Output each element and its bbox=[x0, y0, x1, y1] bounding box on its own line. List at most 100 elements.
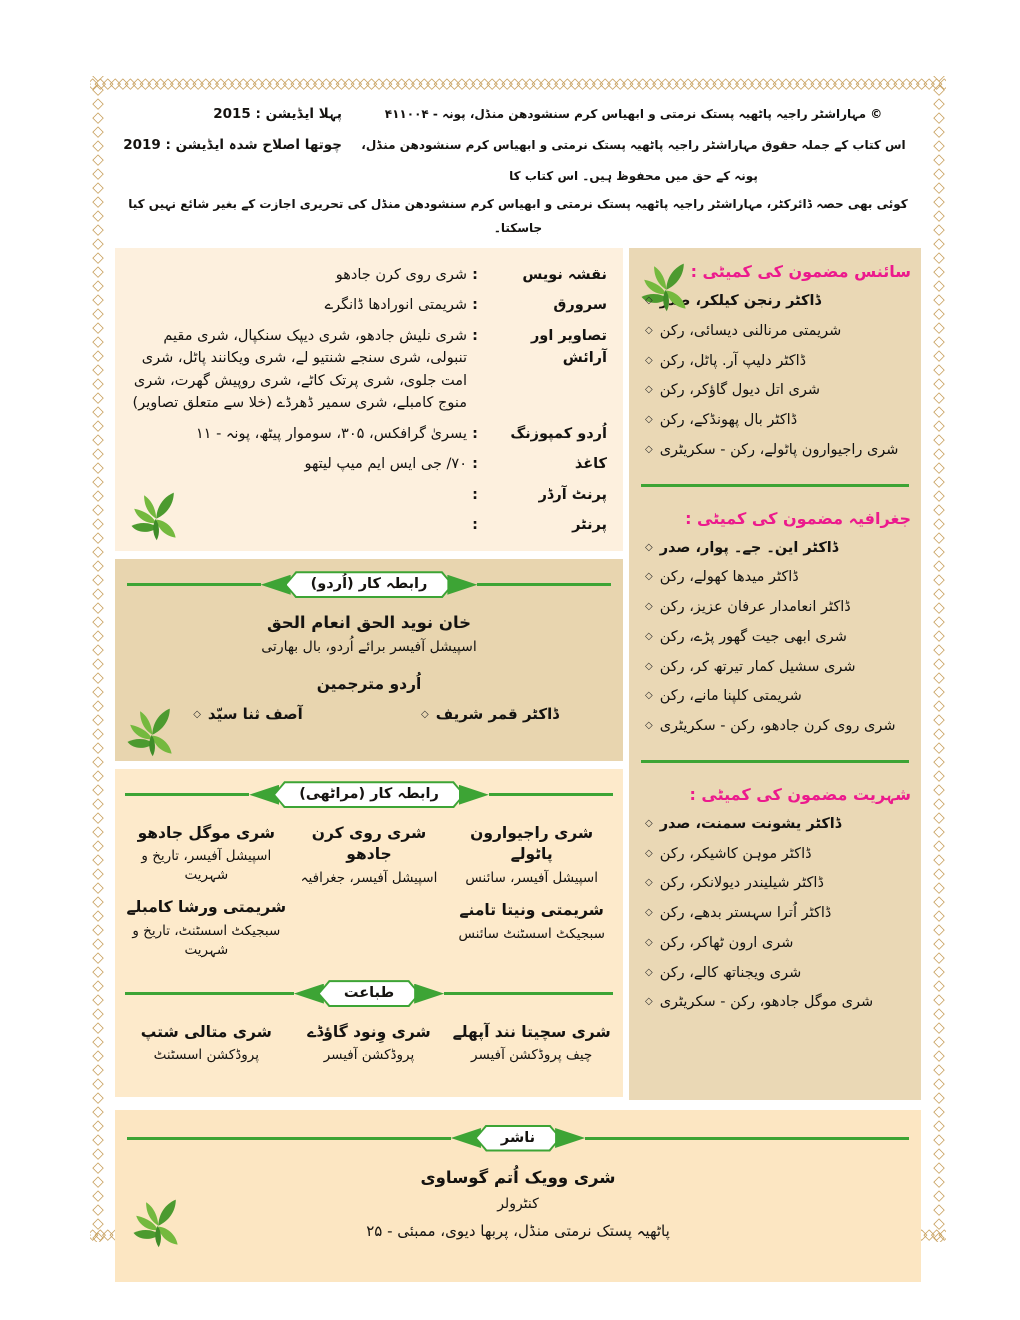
edition-info: پہلا ایڈیشن : 2015 چوتھا اصلاح شدہ ایڈیش… bbox=[117, 99, 342, 192]
diamond-bullet-icon: ◇ bbox=[645, 690, 653, 702]
diamond-border-top bbox=[90, 76, 946, 91]
urdu-coordinator-panel: رابطہ کار (اُردو) خان نوید الحق انعام ال… bbox=[115, 558, 623, 761]
committee-member: ◇ شری ارون ٹھاکر، رکن bbox=[645, 934, 794, 951]
science-committee-list: ◇ ڈاکٹر رنجن کیلکر، صدر ◇ شریمتی مرنالنی د… bbox=[629, 285, 921, 472]
diamond-bullet-icon: ◇ bbox=[645, 324, 653, 336]
colon: : bbox=[472, 486, 478, 503]
printing-columns: شری سچیتا نند آپھلے چیف پروڈکشن آفیسر شر… bbox=[125, 1010, 613, 1066]
marathi-col-history: شری موگل جادھو اسپیشل آفیسر، تاریخ و شہر… bbox=[125, 811, 288, 960]
green-divider bbox=[641, 483, 909, 487]
publisher-panel: ناشر شری وویک اُتم گوساوی کنٹرولر پاٹھیہ… bbox=[115, 1110, 921, 1282]
committee-member: ◇ شری روی کرن جادھو، رکن - سکریٹری bbox=[645, 718, 896, 734]
diamond-bullet-icon: ◇ bbox=[645, 571, 653, 583]
committee-member: ◇ ڈاکٹر موہن کاشیکر، رکن bbox=[645, 845, 812, 862]
science-committee-title: سائنس مضمون کی کمیٹی : bbox=[690, 262, 911, 281]
revised-edition-line: چوتھا اصلاح شدہ ایڈیشن : 2019 bbox=[123, 137, 342, 153]
urdu-translators-row: ◇ ڈاکٹر قمر شریف ◇ آصف ثنا سیّد bbox=[127, 705, 611, 723]
committee-member: ◇ ڈاکٹر این۔ جے۔ پوار، صدر bbox=[645, 539, 839, 556]
production-value: یسریٰ گرافکس، ۳۰۵، سوموار پیٹھ، پونہ - ۱… bbox=[195, 425, 467, 442]
committee-member: ◇ ڈاکٹر انعامدار عرفان عزیز، رکن bbox=[645, 599, 851, 615]
committee-member: ◇ ڈاکٹر بال پھونڈکے، رکن bbox=[645, 412, 798, 428]
first-edition-line: پہلا ایڈیشن : 2015 bbox=[213, 106, 342, 122]
diamond-bullet-icon: ◇ bbox=[645, 996, 653, 1008]
diamond-bullet-icon: ◇ bbox=[645, 630, 653, 642]
diamond-bullet-icon: ◇ bbox=[645, 384, 653, 396]
copyright-header: پہلا ایڈیشن : 2015 چوتھا اصلاح شدہ ایڈیش… bbox=[113, 95, 923, 246]
production-label: تصاویر اور آرائش bbox=[530, 327, 607, 367]
production-row: نقشہ نویس : شری روی کرن جادھو bbox=[131, 260, 607, 290]
person: شری موگل جادھو اسپیشل آفیسر، تاریخ و شہر… bbox=[137, 823, 276, 884]
production-label: نقشہ نویس bbox=[522, 267, 607, 283]
committees-panel: سائنس مضمون کی کمیٹی : ◇ ڈاکٹر رنجن کیلکر… bbox=[629, 248, 921, 1100]
marathi-col-science: شری راجیوارون پاٹولے اسپیشل آفیسر، سائنس… bbox=[450, 811, 613, 960]
committee-member: ◇ ڈاکٹر شیلیندر دیولانکر، رکن bbox=[645, 875, 824, 892]
committee-member: ◇ شری اتل دیول گاؤکر، رکن bbox=[645, 382, 821, 399]
production-label: سرورق bbox=[553, 297, 607, 314]
printing-banner: طباعت bbox=[125, 978, 613, 1010]
ribbon-right-point bbox=[414, 983, 445, 1004]
diamond-bullet-icon: ◇ bbox=[421, 708, 429, 720]
civics-committee: شہریت مضمون کی کمیٹی : ◇ ڈاکٹر یشونت سمنت… bbox=[629, 775, 921, 1024]
colon: : bbox=[472, 425, 478, 442]
geography-committee-title: جغرافیہ مضمون کی کمیٹی : bbox=[685, 508, 911, 528]
green-divider bbox=[641, 759, 909, 763]
diamond-bullet-icon: ◇ bbox=[645, 443, 653, 455]
civics-committee-list: ◇ ڈاکٹر یشونت سمنت، صدر ◇ ڈاکٹر موہن کاشیک… bbox=[629, 808, 921, 1024]
colon: : bbox=[472, 517, 478, 534]
ribbon-right-point bbox=[447, 574, 478, 595]
ribbon-right-point bbox=[555, 1128, 586, 1148]
diamond-bullet-icon: ◇ bbox=[645, 907, 653, 918]
production-value: ۷۰/ جی ایس ایم میپ لیتھو bbox=[304, 456, 467, 473]
person: شریمتی ورشا کامبلے سبجیکٹ اسسٹنٹ، تاریخ … bbox=[126, 898, 287, 958]
flower-icon bbox=[133, 1199, 178, 1248]
urdu-officer-role: اسپیشل آفیسر برائے اُردو، بال بھارتی bbox=[261, 638, 477, 655]
publisher-address: پاٹھیہ پستک نرمتی منڈل، پربھا دیوی، ممبئ… bbox=[366, 1222, 670, 1240]
flower-icon bbox=[131, 492, 176, 540]
person: شریمتی ونیتا تامنے سبجیکٹ اسسٹنٹ سائنس bbox=[458, 900, 605, 942]
production-row: سرورق : شریمتی انورادھا ڈانگرے bbox=[131, 290, 607, 320]
production-panel: نقشہ نویس : شری روی کرن جادھو سرورق : شر… bbox=[115, 248, 623, 551]
committee-member: ◇ شری موگل جادھو، رکن - سکریٹری bbox=[645, 994, 874, 1011]
main-columns: سائنس مضمون کی کمیٹی : ◇ ڈاکٹر رنجن کیلکر… bbox=[115, 248, 921, 1100]
committee-member: ◇ شری ویجناتھ کالے، رکن bbox=[645, 964, 802, 981]
copyright-line: © مہاراشٹر راجیہ پاٹھیہ پستک نرمتی و ابھ… bbox=[384, 107, 883, 121]
colon: : bbox=[472, 297, 478, 314]
diamond-bullet-icon: ◇ bbox=[645, 877, 653, 889]
production-column: نقشہ نویس : شری روی کرن جادھو سرورق : شر… bbox=[115, 248, 623, 1100]
production-value: شری نلیش جادھو، شری دیپک سنکپال، شری مقی… bbox=[132, 327, 467, 412]
diamond-bullet-icon: ◇ bbox=[645, 720, 653, 731]
colon: : bbox=[472, 456, 478, 473]
marathi-banner: رابطہ کار (مراٹھی) bbox=[125, 779, 613, 811]
diamond-border-left bbox=[90, 76, 105, 1242]
marathi-columns: شری راجیوارون پاٹولے اسپیشل آفیسر، سائنس… bbox=[125, 811, 613, 960]
publisher-role: کنٹرولر bbox=[497, 1196, 539, 1212]
rights-line-1: اس کتاب کے جملہ حقوق مہاراشٹر راجیہ پاٹھ… bbox=[361, 138, 906, 183]
copyright-lines: © مہاراشٹر راجیہ پاٹھیہ پستک نرمتی و ابھ… bbox=[348, 99, 919, 192]
production-row: اُردو کمپوزنگ : یسریٰ گرافکس، ۳۰۵، سوموا… bbox=[131, 419, 607, 449]
committee-member: ◇ ڈاکٹر رنجن کیلکر، صدر bbox=[645, 293, 821, 309]
committee-member: ◇ شریمتی مرنالنی دیسائی، رکن bbox=[645, 322, 842, 339]
committee-member: ◇ ڈاکٹر میدھا کھولے، رکن bbox=[645, 569, 799, 586]
person: شری راجیوارون پاٹولے اسپیشل آفیسر، سائنس bbox=[465, 823, 598, 887]
publisher-banner: ناشر bbox=[127, 1122, 910, 1154]
ribbon-right-point bbox=[458, 784, 489, 805]
diamond-bullet-icon: ◇ bbox=[645, 601, 653, 612]
diamond-bullet-icon: ◇ bbox=[645, 354, 653, 366]
page-content: پہلا ایڈیشن : 2015 چوتھا اصلاح شدہ ایڈیش… bbox=[105, 91, 931, 1282]
ribbon-label: ناشر bbox=[475, 1125, 561, 1152]
translator: ◇ آصف ثنا سیّد bbox=[193, 704, 303, 723]
marathi-coordinator-panel: رابطہ کار (مراٹھی) شری راجیوارون پاٹولے … bbox=[115, 768, 623, 1097]
colon: : bbox=[472, 267, 478, 283]
diamond-bullet-icon: ◇ bbox=[645, 966, 653, 978]
person: شری روی کرن جادھو اسپیشل آفیسر، جغرافیہ bbox=[300, 823, 438, 887]
printing-person: شری وِنود گاؤڈے پروڈکشن آفیسر bbox=[307, 1022, 431, 1064]
ribbon-label: رابطہ کار (مراٹھی) bbox=[273, 781, 465, 808]
urdu-translators-title: اُردو مترجمین bbox=[316, 674, 422, 693]
production-label: پرنٹ آرڈر bbox=[538, 486, 607, 503]
diamond-bullet-icon: ◇ bbox=[645, 541, 653, 553]
flower-icon bbox=[127, 708, 172, 756]
civics-committee-title: شہریت مضمون کی کمیٹی : bbox=[689, 784, 911, 804]
urdu-banner: رابطہ کار (اُردو) bbox=[127, 569, 612, 601]
production-label: پرنٹر bbox=[572, 517, 607, 534]
diamond-bullet-icon: ◇ bbox=[645, 936, 653, 948]
